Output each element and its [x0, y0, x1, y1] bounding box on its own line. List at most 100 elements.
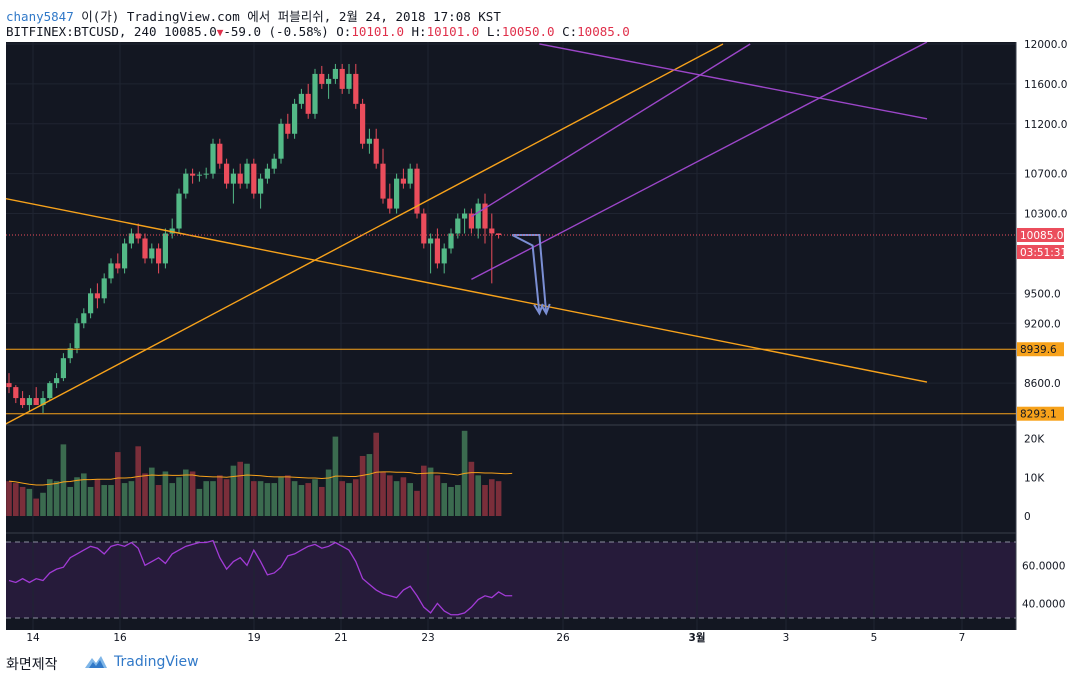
- volume-bar: [101, 485, 107, 516]
- level-low-badge: 8293.1: [1017, 406, 1064, 421]
- tradingview-brand[interactable]: TradingView: [114, 654, 199, 670]
- candle-body: [380, 163, 386, 199]
- volume-bar: [60, 444, 67, 516]
- candle-body: [414, 168, 420, 214]
- candle: [54, 373, 60, 389]
- candle-body: [455, 218, 461, 234]
- low-label: L:: [486, 24, 502, 39]
- candle: [319, 65, 325, 89]
- candle-body: [353, 73, 359, 104]
- candle: [20, 391, 26, 409]
- candle-body: [400, 178, 406, 184]
- time-tick-label: 14: [26, 632, 40, 644]
- publish-info: 이(가) TradingView.com 에서 퍼블리쉬, 2월 24, 201…: [81, 9, 501, 24]
- price-tick-label: 10700.0: [1024, 169, 1067, 181]
- volume-bar: [489, 479, 495, 516]
- candle: [428, 233, 434, 274]
- volume-tick-label: 0: [1024, 511, 1031, 523]
- candle-body: [475, 203, 481, 229]
- level-high-badge-box: [1017, 342, 1064, 357]
- volume-bar: [162, 471, 169, 516]
- volume-bar: [441, 483, 447, 516]
- volume-bar: [155, 485, 162, 516]
- volume-bar: [47, 479, 53, 516]
- volume-bar: [421, 465, 427, 516]
- candle-body: [387, 198, 393, 209]
- candle: [74, 318, 80, 354]
- time-tick-label: 21: [334, 632, 347, 644]
- candle-body: [88, 293, 94, 314]
- candle: [149, 243, 155, 264]
- candle-body: [230, 173, 236, 184]
- price-tick-label: 11600.0: [1024, 79, 1067, 91]
- candle: [298, 88, 304, 109]
- chart-background: [6, 42, 1016, 630]
- chart-footer: 화면제작 TradingView: [0, 648, 1074, 681]
- candles: [6, 63, 502, 414]
- candle-body: [108, 263, 114, 279]
- candle: [135, 223, 141, 244]
- candle-body: [489, 228, 495, 234]
- volume-bar: [26, 488, 33, 516]
- candle: [407, 163, 413, 189]
- author-link[interactable]: chany5847: [6, 9, 74, 24]
- candle-body: [482, 203, 488, 229]
- chart-header: chany5847 이(가) TradingView.com 에서 퍼블리쉬, …: [0, 0, 1074, 42]
- candle: [67, 343, 73, 364]
- volume-bar: [298, 485, 305, 516]
- last-price: 10085.0: [164, 24, 217, 39]
- candle-body: [122, 243, 128, 269]
- volume-bar: [210, 481, 216, 516]
- price-change: -59.0 (-0.58%): [223, 24, 329, 39]
- volume-bar: [278, 477, 284, 516]
- candle: [26, 395, 32, 412]
- candle: [482, 193, 488, 244]
- candle: [217, 138, 223, 169]
- candle: [380, 148, 386, 204]
- candle-body: [60, 358, 66, 379]
- volume-bar: [475, 475, 481, 516]
- candle: [210, 138, 216, 179]
- candle-body: [298, 93, 304, 104]
- candle-body: [81, 313, 87, 324]
- volume-bar: [115, 452, 121, 516]
- price-tick-label: 9200.0: [1024, 318, 1061, 330]
- candle: [264, 163, 270, 184]
- candle: [190, 168, 196, 184]
- volume-bar: [434, 475, 441, 516]
- candle-body: [40, 398, 46, 406]
- tradingview-logo-icon: [85, 656, 107, 668]
- volume-bar: [455, 485, 461, 516]
- candle: [394, 173, 400, 214]
- volume-bar: [271, 483, 277, 516]
- candle: [366, 128, 372, 154]
- volume-bar: [40, 492, 46, 516]
- candle-body: [162, 233, 168, 264]
- candle: [489, 213, 495, 284]
- candle-body: [20, 398, 26, 406]
- candle: [468, 208, 474, 234]
- candle: [387, 183, 393, 214]
- time-tick-label: 23: [421, 632, 434, 644]
- candle-body: [251, 163, 257, 194]
- candle-body: [244, 163, 250, 184]
- candle-body: [101, 278, 107, 299]
- candle-body: [346, 73, 352, 89]
- candle: [332, 63, 338, 84]
- countdown-badge-box: [1017, 244, 1064, 259]
- candle: [183, 168, 189, 199]
- candle-body: [115, 263, 121, 269]
- candle-body: [224, 163, 230, 184]
- candle-body: [210, 143, 216, 174]
- volume-bar: [108, 485, 114, 516]
- candle: [400, 168, 406, 189]
- volume-bar: [149, 467, 155, 516]
- trend-line: [6, 197, 928, 383]
- volume-bar: [135, 446, 141, 516]
- candle-body: [326, 78, 332, 84]
- candle-body: [421, 213, 427, 244]
- volume-bar: [81, 473, 87, 516]
- volume-bar: [448, 486, 454, 516]
- price-chart[interactable]: 12000.0 11600.0 11200.0 10700.0 10300.0 9500.…: [0, 40, 1074, 647]
- candle: [115, 253, 121, 274]
